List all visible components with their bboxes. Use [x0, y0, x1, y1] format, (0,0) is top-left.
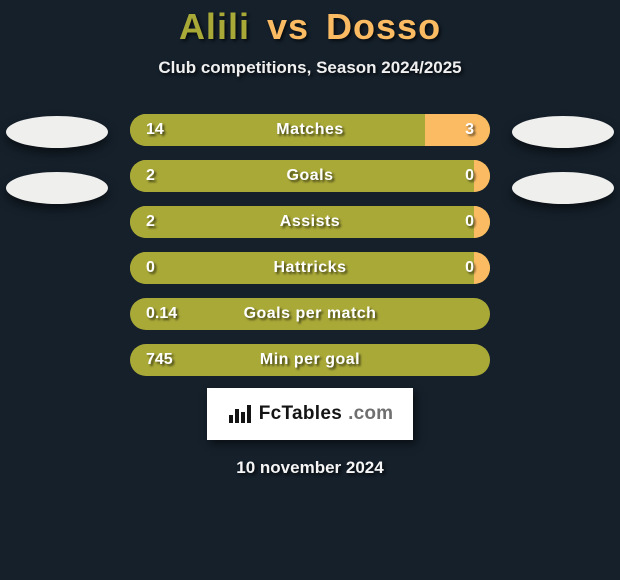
stat-value-player2: 0 [465, 167, 474, 185]
bar-chart-icon [227, 403, 253, 425]
avatar-player2 [512, 116, 614, 148]
title-player2: Dosso [326, 6, 441, 47]
stat-value-player2: 0 [465, 259, 474, 277]
source-logo-badge: FcTables .com [207, 388, 413, 440]
stat-segment-player2: 3 [425, 114, 490, 146]
title-player1: Alili [179, 6, 250, 47]
stat-value-player1: 745 [146, 351, 173, 369]
avatar-col-right [508, 114, 618, 204]
stat-bar: 745Min per goal [130, 344, 490, 376]
stat-bar: 143Matches [130, 114, 490, 146]
stat-segment-player1: 14 [130, 114, 425, 146]
stat-bar: 00Hattricks [130, 252, 490, 284]
stat-value-player2: 3 [465, 121, 474, 139]
stat-value-player2: 0 [465, 213, 474, 231]
stat-segment-player2: 0 [474, 206, 490, 238]
footer-date: 10 november 2024 [0, 458, 620, 478]
stat-segment-player1: 2 [130, 160, 474, 192]
stat-segment-player1: 2 [130, 206, 474, 238]
comparison-infographic: Alili vs Dosso Club competitions, Season… [0, 0, 620, 580]
logo-text-1: FcTables [259, 403, 342, 425]
content-row: 143Matches20Goals20Assists00Hattricks0.1… [0, 114, 620, 376]
stat-value-player1: 2 [146, 167, 155, 185]
avatar-col-left [2, 114, 112, 204]
stat-segment-player2: 0 [474, 252, 490, 284]
stat-segment-player1: 0.14 [130, 298, 490, 330]
stat-bar: 0.14Goals per match [130, 298, 490, 330]
stat-value-player1: 14 [146, 121, 164, 139]
stat-segment-player2: 0 [474, 160, 490, 192]
club-logo-player1 [6, 172, 108, 204]
title: Alili vs Dosso [0, 0, 620, 48]
stat-value-player1: 0 [146, 259, 155, 277]
logo-text-2: .com [348, 403, 393, 425]
title-vs: vs [267, 6, 309, 47]
stat-value-player1: 2 [146, 213, 155, 231]
avatar-player1 [6, 116, 108, 148]
stat-bars: 143Matches20Goals20Assists00Hattricks0.1… [112, 114, 508, 376]
stat-bar: 20Goals [130, 160, 490, 192]
stat-segment-player1: 745 [130, 344, 490, 376]
stat-value-player1: 0.14 [146, 305, 177, 323]
subtitle: Club competitions, Season 2024/2025 [0, 58, 620, 78]
stat-segment-player1: 0 [130, 252, 474, 284]
stat-bar: 20Assists [130, 206, 490, 238]
club-logo-player2 [512, 172, 614, 204]
